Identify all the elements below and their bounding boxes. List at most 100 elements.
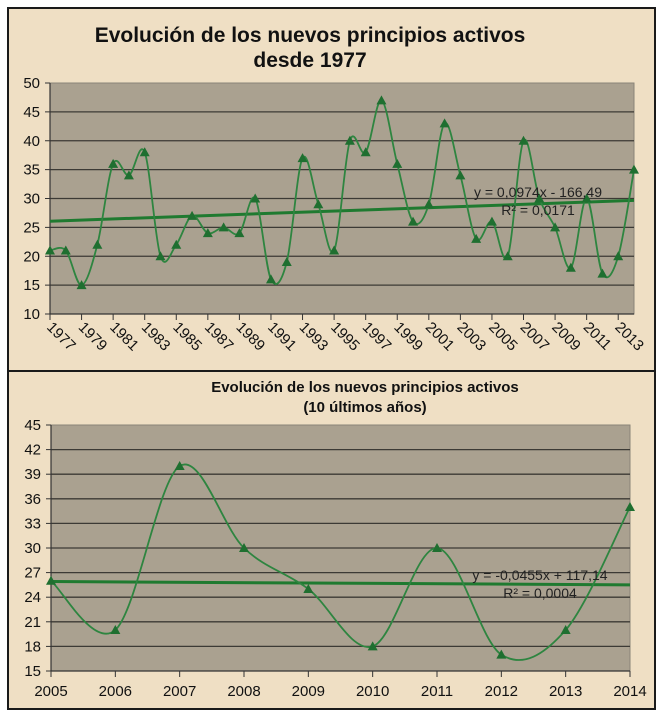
- data-point-marker: [329, 245, 340, 255]
- x-tick-label: 2005: [485, 319, 521, 355]
- data-point-marker: [360, 147, 371, 157]
- y-tick-label: 15: [24, 663, 41, 680]
- y-tick-label: 24: [24, 589, 41, 606]
- data-point-marker: [281, 257, 292, 267]
- data-point-marker: [625, 502, 635, 511]
- y-tick-label: 30: [23, 191, 40, 208]
- x-tick-label: 2011: [580, 319, 615, 354]
- y-tick-label: 35: [23, 162, 40, 179]
- y-tick-label: 25: [23, 219, 40, 236]
- data-point-marker: [265, 274, 276, 284]
- data-point-marker: [502, 251, 513, 261]
- data-point-marker: [439, 118, 450, 128]
- data-point-marker: [108, 158, 119, 168]
- data-point-marker: [123, 170, 134, 180]
- chart-title: Evolución de los nuevos principios activ…: [95, 24, 526, 47]
- data-point-marker: [629, 164, 639, 174]
- y-tick-label: 27: [24, 565, 41, 582]
- x-tick-label: 2007: [163, 683, 196, 700]
- y-tick-label: 20: [23, 248, 40, 265]
- data-point-marker: [110, 625, 121, 634]
- x-tick-label: 2008: [227, 683, 260, 700]
- x-tick-label: 1981: [106, 319, 142, 355]
- trendline-equation: y = 0,0974x - 166,49: [474, 184, 602, 200]
- chart-divider: [7, 370, 656, 372]
- trendline-r2: R² = 0,0171: [501, 202, 575, 218]
- x-tick-label: 2013: [549, 683, 582, 700]
- data-point-marker: [239, 543, 249, 552]
- trendline-equation: y = -0,0455x + 117,14: [472, 567, 607, 583]
- data-point-marker: [250, 193, 261, 203]
- x-tick-label: 2005: [34, 683, 67, 700]
- data-point-marker: [139, 147, 150, 157]
- y-tick-label: 39: [24, 466, 41, 483]
- data-point-marker: [303, 584, 314, 593]
- x-tick-label: 1995: [327, 319, 363, 355]
- chart-title: Evolución de los nuevos principios activ…: [211, 379, 519, 396]
- x-tick-label: 2009: [548, 319, 584, 355]
- data-point-marker: [297, 153, 308, 163]
- x-tick-label: 2011: [421, 683, 453, 700]
- data-point-marker: [76, 280, 87, 290]
- x-tick-label: 1993: [296, 319, 332, 355]
- data-point-marker: [565, 262, 576, 272]
- y-tick-label: 36: [24, 491, 41, 508]
- series-line: [50, 463, 631, 661]
- chart-bottom: Evolución de los nuevos principios activ…: [24, 379, 646, 700]
- data-point-marker: [218, 222, 229, 232]
- data-point-marker: [202, 228, 213, 238]
- x-tick-label: 1985: [169, 319, 205, 355]
- data-point-marker: [313, 199, 324, 209]
- x-tick-label: 1977: [43, 319, 79, 355]
- data-point-marker: [550, 222, 561, 232]
- data-point-marker: [432, 543, 442, 552]
- data-point-marker: [423, 199, 434, 209]
- y-tick-label: 10: [23, 306, 40, 323]
- x-tick-label: 1983: [138, 319, 174, 355]
- data-point-marker: [408, 216, 419, 226]
- x-tick-label: 2001: [422, 319, 458, 355]
- data-point-marker: [187, 210, 198, 220]
- data-point-marker: [455, 170, 466, 180]
- data-point-marker: [486, 216, 497, 226]
- trendline-r2: R² = 0,0004: [503, 585, 577, 601]
- y-tick-label: 30: [24, 540, 41, 557]
- chart-top: Evolución de los nuevos principios activ…: [23, 24, 647, 354]
- data-point-marker: [560, 625, 571, 634]
- x-tick-label: 1979: [75, 319, 111, 355]
- x-tick-label: 2010: [356, 683, 389, 700]
- chart-subtitle: (10 últimos años): [303, 399, 426, 416]
- y-tick-label: 33: [24, 515, 41, 532]
- x-tick-label: 2014: [613, 683, 646, 700]
- y-tick-label: 42: [24, 442, 41, 459]
- data-point-marker: [367, 641, 378, 651]
- x-tick-label: 2013: [611, 319, 647, 355]
- x-tick-label: 1987: [201, 319, 237, 355]
- data-point-marker: [46, 575, 56, 585]
- data-point-marker: [496, 649, 507, 659]
- data-point-marker: [376, 95, 387, 105]
- x-tick-label: 1997: [359, 319, 395, 355]
- chart-subtitle: desde 1977: [253, 49, 366, 72]
- data-point-marker: [392, 158, 403, 168]
- data-point-marker: [518, 135, 529, 145]
- y-tick-label: 21: [24, 614, 41, 631]
- data-point-marker: [597, 268, 608, 278]
- data-point-marker: [174, 461, 185, 470]
- x-tick-label: 2007: [517, 319, 553, 355]
- data-point-marker: [613, 251, 624, 261]
- data-point-marker: [60, 245, 71, 255]
- x-tick-label: 1991: [264, 319, 300, 355]
- x-tick-label: 2009: [292, 683, 325, 700]
- y-tick-label: 18: [24, 638, 41, 655]
- x-tick-label: 2006: [99, 683, 132, 700]
- y-tick-label: 50: [23, 75, 40, 92]
- data-point-marker: [45, 245, 55, 255]
- y-tick-label: 45: [23, 104, 40, 121]
- data-point-marker: [92, 239, 103, 249]
- data-point-marker: [344, 135, 355, 145]
- data-point-marker: [155, 251, 166, 261]
- x-tick-label: 2012: [485, 683, 518, 700]
- y-tick-label: 45: [24, 417, 41, 434]
- y-tick-label: 40: [23, 133, 40, 150]
